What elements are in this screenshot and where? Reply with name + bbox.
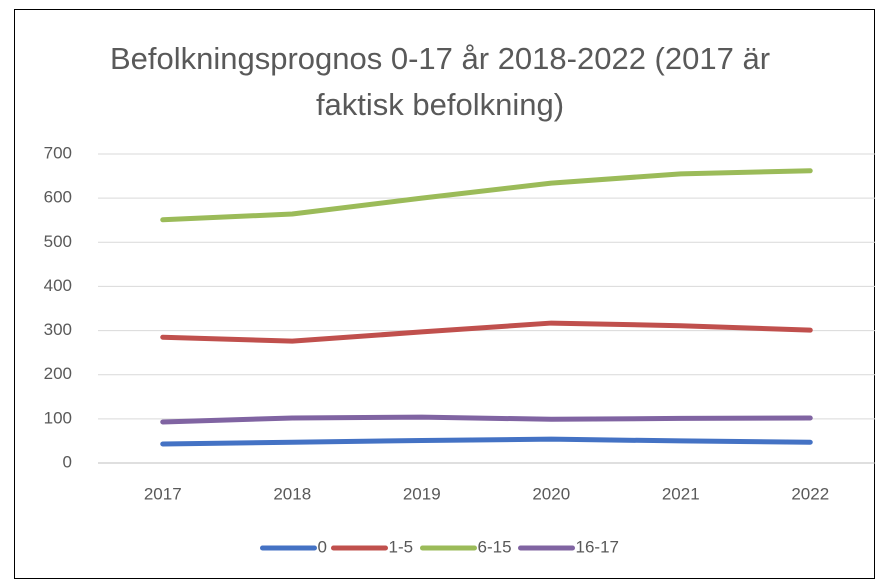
x-tick-label: 2018	[273, 484, 311, 503]
x-tick-label: 2021	[662, 484, 700, 503]
y-tick-label: 400	[44, 276, 72, 295]
legend-label: 6-15	[478, 537, 512, 556]
y-tick-label: 100	[44, 408, 72, 427]
y-tick-label: 700	[44, 143, 72, 162]
y-tick-label: 200	[44, 364, 72, 383]
data-line	[160, 320, 813, 344]
x-tick-label: 2022	[791, 484, 829, 503]
y-tick-label: 500	[44, 232, 72, 251]
legend-label: 0	[318, 537, 327, 556]
data-line	[160, 168, 813, 223]
x-tick-label: 2017	[144, 484, 182, 503]
legend-label: 16-17	[576, 537, 619, 556]
data-line	[160, 436, 813, 447]
y-tick-label: 600	[44, 188, 72, 207]
x-tick-label: 2020	[532, 484, 570, 503]
chart-frame	[14, 9, 875, 579]
legend-label: 1-5	[389, 537, 414, 556]
chart-title: Befolkningsprognos 0-17 år 2018-2022 (20…	[109, 41, 771, 122]
x-tick-label: 2019	[403, 484, 441, 503]
data-line	[160, 414, 813, 425]
y-tick-label: 0	[63, 452, 72, 471]
y-tick-label: 300	[44, 320, 72, 339]
